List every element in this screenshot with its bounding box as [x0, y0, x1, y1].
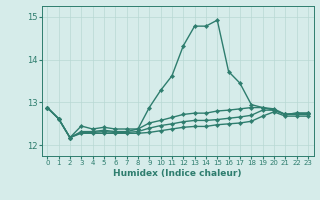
X-axis label: Humidex (Indice chaleur): Humidex (Indice chaleur)	[113, 169, 242, 178]
